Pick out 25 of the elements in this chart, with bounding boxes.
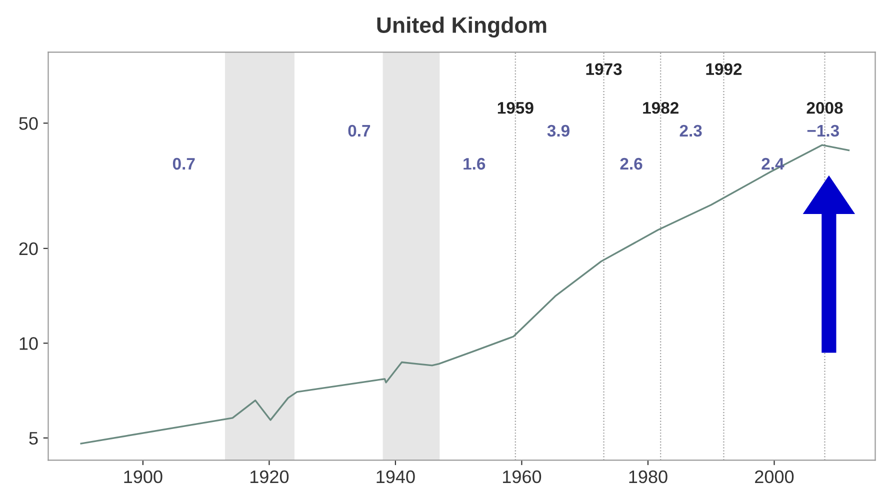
y-tick-label: 10	[20, 337, 38, 350]
y-tick-label: 50	[19, 117, 38, 130]
annotation: 3.9	[547, 124, 570, 137]
line-series	[80, 144, 850, 444]
x-tick-label: 2000	[755, 470, 794, 484]
chart-title: United Kingdom	[377, 16, 546, 38]
annotation: 2.6	[620, 158, 642, 170]
x-tick-label: 1900	[124, 470, 162, 484]
annotation: −1.3	[807, 124, 839, 137]
annotation: 0.7	[348, 124, 370, 137]
x-tick-label: 1960	[503, 470, 542, 484]
annotation: 2.4	[762, 158, 784, 170]
annotation: 2.3	[680, 124, 702, 137]
x-tick-label: 1980	[629, 470, 668, 484]
ref-line-label: 1982	[643, 102, 678, 114]
annotation: 0.7	[172, 158, 195, 170]
ref-line-label: 1973	[586, 63, 622, 76]
ref-line-label: 1959	[498, 102, 534, 114]
y-tick-label: 5	[29, 432, 38, 445]
annotation: 1.6	[464, 158, 486, 170]
x-tick-label: 1920	[250, 470, 289, 484]
x-tick-label: 1940	[376, 470, 415, 484]
y-tick-label: 20	[19, 242, 38, 256]
ref-line-label: 2008	[806, 102, 843, 114]
ref-line-label: 1992	[706, 63, 742, 76]
